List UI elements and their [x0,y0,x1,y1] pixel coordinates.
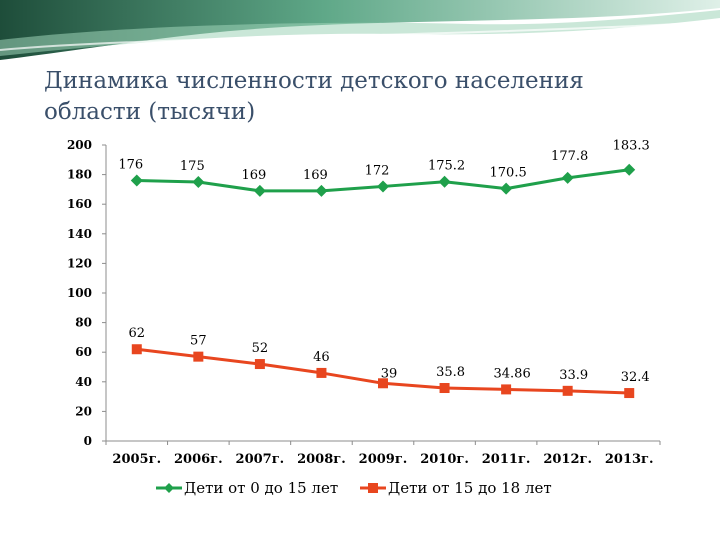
legend-label: Дети от 15 до 18 лет [388,479,552,497]
x-tick-label: 2005г. [112,452,161,467]
data-label: 52 [252,341,269,356]
y-tick-label: 100 [67,286,92,300]
y-tick-label: 160 [67,197,92,211]
x-tick-label: 2010г. [420,452,469,467]
x-tick-label: 2006г. [174,452,223,467]
x-tick-label: 2008г. [297,452,346,467]
series-lines: 176 175 169 169 172 175.2 170.5 177.8 183.3 62 57 5… [118,139,650,399]
decorative-banner [0,0,720,62]
data-point [624,388,635,399]
y-tick-label: 20 [75,404,92,418]
data-point [253,184,266,197]
x-axis: 2005г. 2006г. 2007г. 2008г. 2009г. 2010г. 2011… [105,440,661,467]
y-tick-label: 200 [67,138,92,152]
data-label: 57 [190,334,207,349]
y-tick-label: 120 [67,256,92,270]
data-label: 34.86 [494,366,531,381]
data-point [131,344,142,355]
data-point [501,384,512,395]
y-tick-label: 60 [75,345,92,359]
data-point [438,175,451,188]
data-point [254,359,265,370]
legend-label: Дети от 0 до 15 лет [184,479,338,497]
data-label: 39 [381,366,398,381]
data-label: 169 [303,168,328,183]
data-label: 176 [118,158,143,173]
x-tick-label: 2013г. [605,452,654,467]
legend-marker-diamond [164,483,174,493]
data-label: 62 [129,326,146,341]
data-label: 169 [241,168,266,183]
data-point [378,378,388,389]
data-point [130,174,143,187]
data-point [562,385,573,396]
y-axis: 0 20 40 60 80 100 120 140 160 180 200 [67,138,107,448]
legend: Дети от 0 до 15 лет Дети от 15 до 18 лет [156,479,552,497]
y-tick-label: 180 [67,168,92,182]
data-point [193,351,204,362]
x-tick-label: 2012г. [543,452,592,467]
data-point [316,367,327,378]
data-label: 175.2 [428,159,465,174]
data-label: 33.9 [559,368,588,383]
x-tick-label: 2007г. [236,452,285,467]
data-label: 35.8 [436,365,465,380]
data-point [561,171,574,184]
y-tick-label: 0 [84,434,92,448]
y-tick-label: 40 [75,375,92,389]
data-label: 170.5 [490,166,527,181]
data-point [377,180,389,193]
data-point [500,182,513,195]
x-tick-label: 2011г. [482,452,531,467]
data-label: 175 [180,159,205,174]
data-label: 177.8 [551,149,588,164]
data-point [315,184,328,197]
data-label: 172 [365,163,390,178]
data-point [439,383,450,394]
data-point [192,176,205,188]
y-tick-label: 140 [67,227,92,241]
data-label: 46 [313,350,330,365]
legend-marker-square [368,483,378,493]
x-tick-label: 2009г. [359,452,408,467]
data-label: 183.3 [613,139,650,154]
chart-title: Динамика численности детского населения … [44,68,584,125]
data-label: 32.4 [621,370,650,385]
y-tick-label: 80 [75,316,92,330]
data-point [623,163,636,176]
